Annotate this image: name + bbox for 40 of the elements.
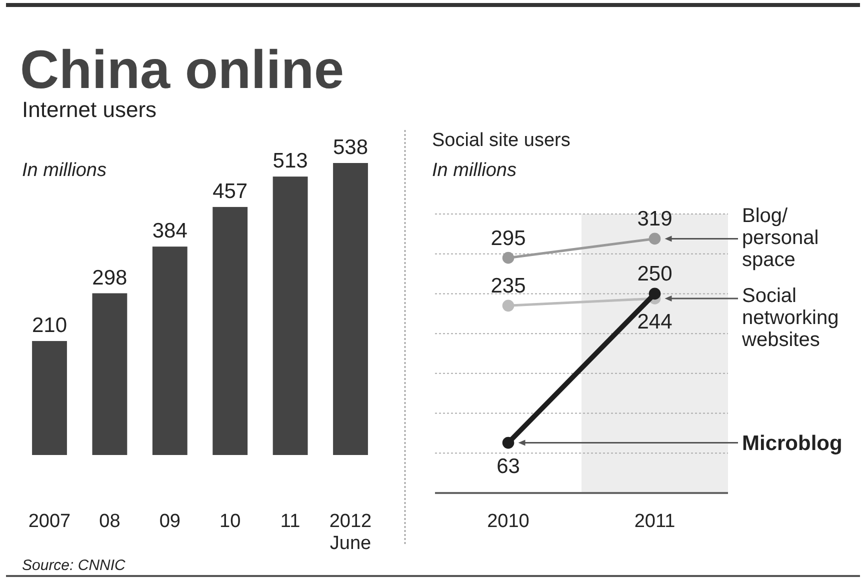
data-label: 513 <box>272 150 308 173</box>
point <box>502 300 514 312</box>
text: Social networking websites <box>741 285 839 351</box>
data-label: 295 <box>490 226 526 250</box>
data-label: 244 <box>637 310 673 334</box>
x-tick-label: 10 <box>220 511 241 532</box>
point <box>648 288 661 300</box>
x-tick-label: 09 <box>159 511 180 532</box>
data-label: 250 <box>637 262 672 286</box>
bar <box>333 163 368 455</box>
point <box>502 252 514 264</box>
x-tick-label: 2007 <box>28 511 71 532</box>
x-tick-label: 08 <box>99 511 120 532</box>
data-label: 384 <box>152 220 188 243</box>
x-tick-label: 2010 <box>487 511 530 532</box>
chart-title: China online <box>20 40 344 100</box>
chart-title: Social site users <box>432 130 570 151</box>
bar <box>92 293 128 455</box>
y-axis-title: In millions <box>432 160 517 181</box>
x-tick-label: 11 <box>280 511 300 532</box>
source-note: Source: CNNIC <box>22 557 126 574</box>
bar <box>152 246 188 455</box>
data-label: 298 <box>92 266 128 290</box>
data-label: 210 <box>32 314 68 338</box>
text: Blog/ personal space <box>742 205 819 271</box>
data-label: 63 <box>496 454 520 478</box>
point <box>648 232 661 245</box>
y-axis-title: In millions <box>22 160 107 181</box>
bar <box>32 341 67 455</box>
bar <box>212 206 248 455</box>
data-label: 457 <box>212 180 248 203</box>
data-label: 319 <box>637 208 672 231</box>
bar <box>272 176 308 455</box>
x-tick-label: 2012 June <box>329 511 372 554</box>
text: Microblog <box>742 432 842 455</box>
data-label: 235 <box>490 274 526 298</box>
data-label: 538 <box>332 136 368 159</box>
point <box>502 436 514 449</box>
chart-subtitle: Internet users <box>22 97 157 122</box>
x-tick-label: 2011 <box>634 511 676 532</box>
